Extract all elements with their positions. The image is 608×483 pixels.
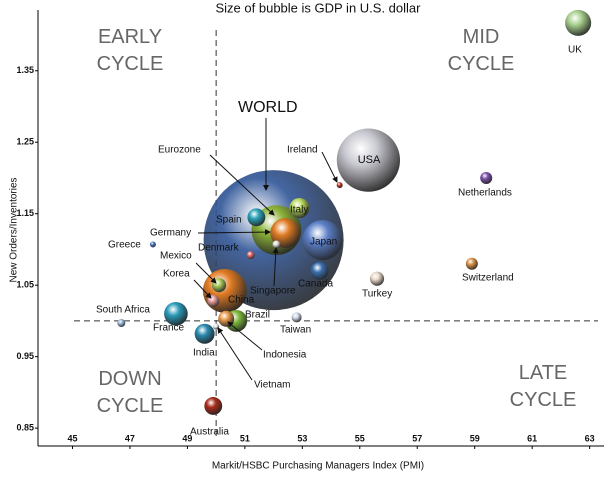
bubble-label: Singapore (250, 286, 296, 297)
bubble-label: USA (358, 154, 381, 166)
bubble (247, 208, 266, 227)
bubble (270, 218, 300, 248)
bubble (289, 197, 310, 218)
bubble-label: Spain (216, 215, 242, 226)
bubble (207, 294, 220, 307)
bubble-label: China (228, 295, 255, 306)
bubble (369, 271, 385, 286)
bubble (291, 312, 302, 323)
bubble (204, 397, 223, 415)
bubble-label: Switzerland (462, 273, 514, 284)
bubble (272, 240, 281, 249)
bubble-label: Taiwan (280, 325, 311, 336)
bubble (117, 319, 126, 328)
bubble-label: Netherlands (458, 188, 512, 199)
bubble (465, 257, 478, 270)
bubble-label: Korea (163, 269, 190, 280)
arrow (197, 229, 271, 236)
bubble-label: Germany (150, 228, 191, 239)
arrow (227, 321, 263, 351)
bubble (164, 301, 188, 326)
bubble (336, 182, 343, 189)
arrow (272, 247, 279, 287)
bubble-label: Brazil (245, 310, 270, 321)
x-tick-label: 45 (67, 433, 77, 443)
bubble-label: Eurozone (158, 145, 201, 156)
y-tick-label: 1.05 (16, 280, 34, 290)
y-tick-label: 1.25 (16, 137, 34, 147)
x-tick-label: 47 (125, 433, 135, 443)
arrow (321, 151, 338, 183)
x-tick-label: 59 (470, 433, 480, 443)
bubble (480, 171, 493, 184)
arrow (195, 262, 217, 284)
quadrant-label: MID CYCLE (448, 26, 515, 75)
bubble (149, 241, 156, 248)
bubble-label: India (193, 348, 215, 359)
bubble-label: Vietnam (254, 380, 291, 391)
y-tick-label: 1.15 (16, 208, 34, 218)
x-tick-label: 61 (527, 433, 537, 443)
arrow (193, 279, 212, 299)
bubble-label: Greece (108, 240, 141, 251)
bubble-label: Japan (310, 237, 337, 248)
x-axis-label: Markit/HSBC Purchasing Managers Index (P… (212, 461, 424, 472)
bubble (202, 268, 247, 313)
arrow (209, 154, 275, 216)
bubble (194, 323, 215, 344)
highlight-label: WORLD (238, 99, 298, 116)
bubble-label: UK (568, 45, 582, 56)
bubble (302, 220, 343, 261)
y-tick-label: 0.95 (16, 351, 34, 361)
x-tick-label: 53 (297, 433, 307, 443)
bubble-label: Canada (298, 279, 333, 290)
x-tick-label: 51 (240, 433, 250, 443)
x-tick-label: 55 (355, 433, 365, 443)
bubble-label: Italy (290, 205, 308, 216)
quadrant-label: EARLY CYCLE (97, 26, 164, 75)
x-tick-label: 57 (412, 433, 422, 443)
quadrant-label: LATE CYCLE (510, 362, 577, 411)
bubble (565, 9, 592, 36)
bubble-label: South Africa (96, 305, 150, 316)
bubble-label: Ireland (287, 145, 318, 156)
bubble (246, 251, 255, 260)
bubble (211, 278, 227, 293)
x-tick-label: 49 (182, 433, 192, 443)
chart-title: Size of bubble is GDP in U.S. dollar (216, 0, 422, 15)
bubble-label: Mexico (160, 251, 192, 262)
y-axis-label: New Orders/Inventories (9, 177, 20, 282)
quadrant-label: DOWN CYCLE (97, 368, 164, 417)
y-tick-label: 0.85 (16, 423, 34, 433)
arrow (217, 327, 253, 381)
x-tick-label: 63 (585, 433, 595, 443)
bubble-label: France (153, 323, 185, 334)
bubble (336, 128, 401, 192)
bubble-label: Australia (190, 427, 229, 438)
bubble-label: Turkey (362, 289, 392, 300)
bubble (218, 310, 235, 327)
bubble-label: Indonesia (263, 350, 307, 361)
bubble-label: Denmark (198, 243, 240, 254)
y-tick-label: 1.35 (16, 65, 34, 75)
bubble (310, 261, 329, 280)
